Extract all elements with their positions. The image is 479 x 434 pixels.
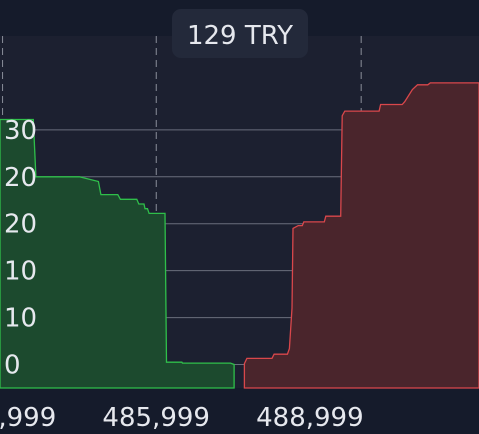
mid-price-label: 129 TRY	[187, 21, 293, 51]
x-tick-label-0: 482,999	[0, 403, 56, 433]
y-tick-label-2: 10	[4, 257, 37, 287]
y-tick-label-4: 20	[4, 163, 37, 193]
bids-depth-area	[0, 118, 235, 389]
series-layer	[0, 82, 479, 389]
y-tick-label-5: 30	[4, 116, 37, 146]
mid-price-tooltip: 129 TRY	[172, 9, 308, 58]
x-tick-label-1: 485,999	[102, 403, 210, 433]
x-tick-label-2: 488,999	[256, 403, 364, 433]
y-tick-label-0: 0	[4, 351, 21, 381]
x-axis-ticks: 482,999 485,999 488,999	[0, 403, 364, 433]
y-tick-label-1: 10	[4, 304, 37, 334]
asks-depth-area	[243, 82, 479, 389]
y-axis-ticks: 0 10 10 20 20 30	[4, 116, 37, 381]
y-tick-label-3: 20	[4, 210, 37, 240]
mid-price-tooltip-box	[172, 9, 308, 58]
